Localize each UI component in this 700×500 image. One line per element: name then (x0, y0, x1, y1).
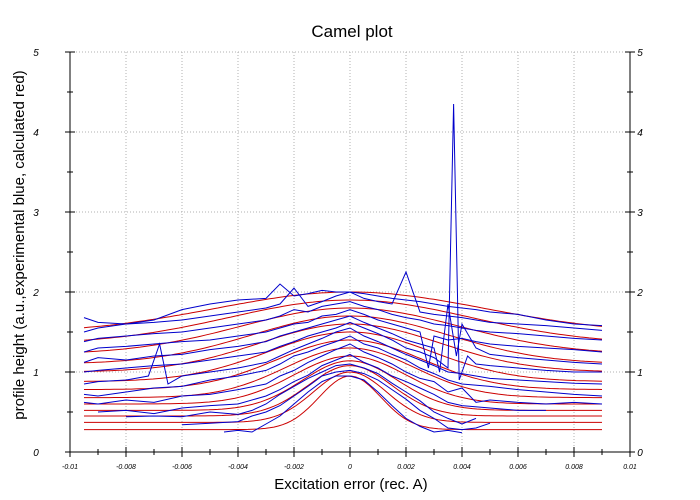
y-tick-label-right-1: 1 (637, 368, 643, 379)
experimental-series-line-1 (223, 375, 463, 434)
experimental-series-line-6 (83, 335, 603, 397)
x-tick-label-5: 0 (348, 464, 352, 471)
y-tick-label-right-2: 2 (636, 288, 643, 299)
x-tick-label-6: 0.002 (397, 464, 415, 471)
x-tick-label-7: 0.004 (453, 464, 471, 471)
experimental-series-group (83, 103, 603, 434)
y-axis-label: profile height (a.u.,experimental blue, … (11, 70, 28, 419)
y-tick-label-left-5: 5 (33, 48, 39, 59)
calculated-series-line-6 (84, 347, 602, 399)
calculated-series-line-12 (83, 299, 603, 341)
x-tick-label-2: -0.006 (172, 464, 192, 471)
calculated-series-line-9 (83, 323, 603, 372)
y-tick-label-left-2: 2 (32, 288, 39, 299)
y-tick-labels-right: 0 1 2 3 4 5 (636, 48, 643, 459)
experimental-series-line-3 (125, 363, 477, 425)
experimental-series-line-9 (83, 303, 603, 373)
experimental-series-line-8 (83, 103, 602, 381)
x-tick-label-8: 0.006 (509, 464, 527, 471)
x-tick-label-3: -0.004 (228, 464, 248, 471)
experimental-series-line-5 (83, 343, 603, 405)
calculated-series-line-13 (83, 291, 603, 329)
chart-title: Camel plot (311, 22, 393, 41)
y-tick-label-right-5: 5 (637, 48, 643, 59)
calculated-series-line-5 (84, 355, 602, 405)
calculated-series-line-8 (83, 331, 603, 382)
experimental-series-line-7 (83, 327, 603, 385)
y-tick-label-left-3: 3 (33, 208, 39, 219)
y-tick-label-left-4: 4 (33, 128, 39, 139)
x-tick-label-4: -0.002 (284, 464, 304, 471)
experimental-series-line-12 (83, 270, 603, 333)
experimental-series-line-10 (83, 309, 603, 369)
x-tick-label-10: 0.01 (623, 464, 637, 471)
y-tick-labels-left: 0 1 2 3 4 5 (32, 48, 39, 459)
experimental-series-line-11 (83, 301, 603, 343)
y-tick-label-right-0: 0 (637, 448, 643, 459)
calculated-series-group (83, 291, 603, 431)
y-tick-label-right-4: 4 (637, 128, 643, 139)
axes (65, 51, 635, 457)
x-tick-labels: -0.01 -0.008 -0.006 -0.004 -0.002 0 0.002 0.004… (62, 464, 637, 471)
calculated-series-line-2 (84, 371, 602, 423)
y-tick-label-right-3: 3 (637, 208, 643, 219)
experimental-series-line-2 (181, 369, 491, 431)
x-tick-label-1: -0.008 (116, 464, 136, 471)
x-tick-label-0: -0.01 (62, 464, 78, 471)
x-tick-label-9: 0.008 (565, 464, 583, 471)
experimental-series-line-4 (97, 353, 546, 415)
experimental-series-line-13 (83, 283, 603, 327)
calculated-series-line-1 (84, 375, 602, 431)
y-tick-label-left-1: 1 (33, 368, 39, 379)
y-tick-label-left-0: 0 (33, 448, 39, 459)
x-axis-label: Excitation error (rec. A) (274, 476, 427, 493)
